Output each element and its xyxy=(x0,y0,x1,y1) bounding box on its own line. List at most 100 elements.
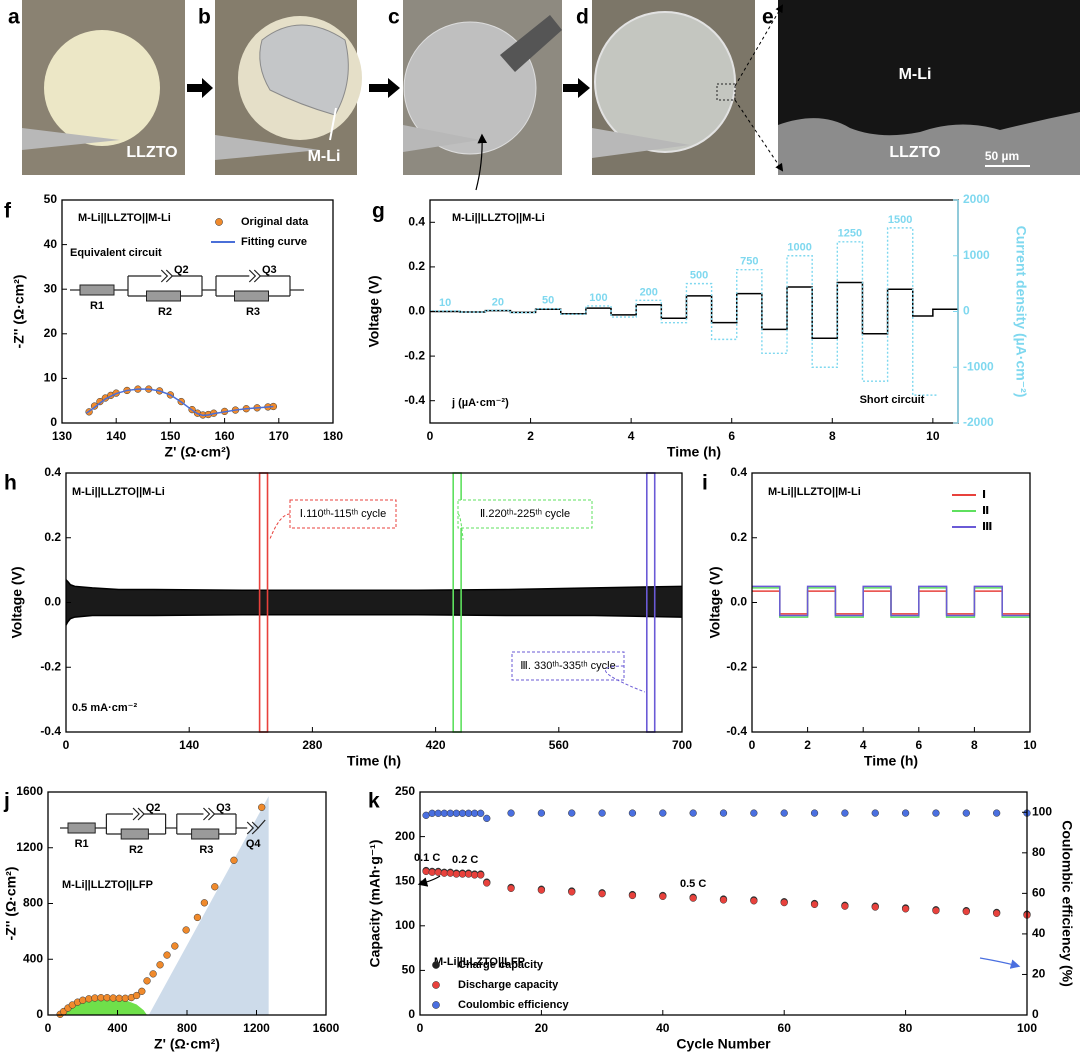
circuit-label: R3 xyxy=(199,844,213,856)
annotation: M-Li||LLZTO||M-Li xyxy=(768,486,861,498)
legend-label: Coulombic efficiency xyxy=(458,999,570,1011)
photo-label: M-Li xyxy=(899,66,932,83)
data-point xyxy=(719,896,728,904)
data-point xyxy=(750,809,758,817)
resistor xyxy=(191,828,220,840)
data-label: 1500 xyxy=(888,214,912,226)
x-tick-label: 400 xyxy=(107,1021,127,1035)
panel-label: g xyxy=(372,200,385,223)
y2-tick-label: 1000 xyxy=(963,248,990,262)
data-point xyxy=(434,809,442,817)
data-point xyxy=(422,811,430,819)
legend-marker xyxy=(432,981,440,989)
circuit-label: Q2 xyxy=(174,264,189,276)
plot-frame xyxy=(61,199,334,424)
data-label: 100 xyxy=(589,292,607,304)
data-label: 500 xyxy=(690,270,708,282)
callout-label: Ⅰ.110ᵗʰ-115ᵗʰ cycle xyxy=(300,508,386,520)
x-tick-label: 420 xyxy=(426,738,446,752)
legend-marker xyxy=(432,961,440,969)
x-axis-title: Cycle Number xyxy=(676,1036,771,1052)
y-axis-title: Capacity (mAh·g⁻¹) xyxy=(367,840,383,968)
data-point xyxy=(132,991,141,1000)
data-point xyxy=(446,869,455,877)
circuit-label: Q3 xyxy=(262,264,277,276)
y-tick-label: 150 xyxy=(395,873,415,887)
x-tick-label: 4 xyxy=(628,429,635,443)
data-point xyxy=(103,994,111,1002)
data-label: 20 xyxy=(492,296,504,308)
panel-label: e xyxy=(762,6,774,29)
legend-label: Ⅰ xyxy=(982,489,986,501)
photo-label: M-Li xyxy=(308,148,341,165)
data-point xyxy=(598,809,606,817)
series-line xyxy=(752,585,1030,617)
y-tick-label: 400 xyxy=(23,951,43,965)
y-axis-title: -Z'' (Ω·cm²) xyxy=(11,275,27,349)
chart-panel: 10 20 50 100 200 500 750 1000 1250 1500 0 2 4 6 8 10 -0.… xyxy=(366,133,1029,460)
y-tick-label: -0.2 xyxy=(40,659,61,673)
y-tick-label: -0.2 xyxy=(726,659,747,673)
circuit-wire xyxy=(257,819,266,829)
annotation: M-Li||LLZTO||M-Li xyxy=(72,486,165,498)
data-point xyxy=(85,995,93,1003)
x-tick-label: 4 xyxy=(860,738,867,752)
photo-b: M-Li xyxy=(215,0,362,175)
annotation: 0.5 mA·cm⁻² xyxy=(72,702,137,714)
step-arrow xyxy=(187,78,213,98)
y-tick-label: 0.0 xyxy=(408,304,425,318)
data-point xyxy=(628,891,637,900)
data-point xyxy=(483,879,491,887)
resistor xyxy=(79,284,115,296)
series-line xyxy=(430,281,958,340)
series-line xyxy=(65,579,683,591)
resistor xyxy=(120,828,149,840)
callout-connector xyxy=(604,665,645,693)
y-tick-label: -0.4 xyxy=(40,724,61,738)
y-axis-title: Voltage (V) xyxy=(9,566,25,638)
data-point xyxy=(115,994,123,1002)
callout-connector xyxy=(269,513,291,541)
pellet xyxy=(594,11,736,153)
band-fill xyxy=(66,579,682,626)
y2-tick-label: -1000 xyxy=(963,359,994,373)
y2-tick-label: 80 xyxy=(1032,845,1046,859)
shaded-region xyxy=(148,796,269,1015)
chart-panel: Ⅰ.110ᵗʰ-115ᵗʰ cycle Ⅱ.220ᵗʰ-225ᵗʰ cycle Ⅲ.… xyxy=(9,465,693,769)
data-point xyxy=(750,897,758,905)
circuit-wire xyxy=(203,807,216,821)
data-point xyxy=(780,809,788,817)
data-point xyxy=(446,809,455,817)
y-axis-title: -Z'' (Ω·cm²) xyxy=(3,867,19,941)
data-label: 750 xyxy=(740,256,758,268)
resistor xyxy=(67,822,96,834)
y-tick-label: 0.2 xyxy=(730,530,747,544)
x-tick-label: 10 xyxy=(1023,738,1037,752)
x-axis-title: Time (h) xyxy=(667,444,721,460)
panel-label: b xyxy=(198,6,211,29)
x-tick-label: 0 xyxy=(427,429,434,443)
y-tick-label: 0.4 xyxy=(408,214,425,228)
x-tick-label: 700 xyxy=(672,738,692,752)
chart-panel: 0 20 40 60 80 100050100150200250020406080100C… xyxy=(367,784,1076,1052)
x-tick-label: 2 xyxy=(804,738,811,752)
x-tick-label: 280 xyxy=(302,738,322,752)
circuit-wire xyxy=(132,807,145,821)
annotation-arrow xyxy=(979,957,1021,969)
data-point xyxy=(428,809,436,817)
circuit-wire xyxy=(215,275,291,297)
data-point xyxy=(841,809,849,817)
photo-a: LLZTO xyxy=(22,0,185,175)
data-point xyxy=(901,809,910,817)
data-label: 200 xyxy=(640,286,658,298)
circuit-label: R2 xyxy=(129,844,143,856)
x-tick-label: 40 xyxy=(656,1021,670,1035)
circuit-wire xyxy=(127,275,203,297)
data-point xyxy=(659,809,667,817)
panel-label: j xyxy=(3,790,10,813)
series-line xyxy=(65,614,683,626)
data-point xyxy=(149,970,157,978)
tweezers xyxy=(592,128,690,158)
y-axis-title: Voltage (V) xyxy=(707,566,723,638)
callout-box xyxy=(289,499,397,529)
